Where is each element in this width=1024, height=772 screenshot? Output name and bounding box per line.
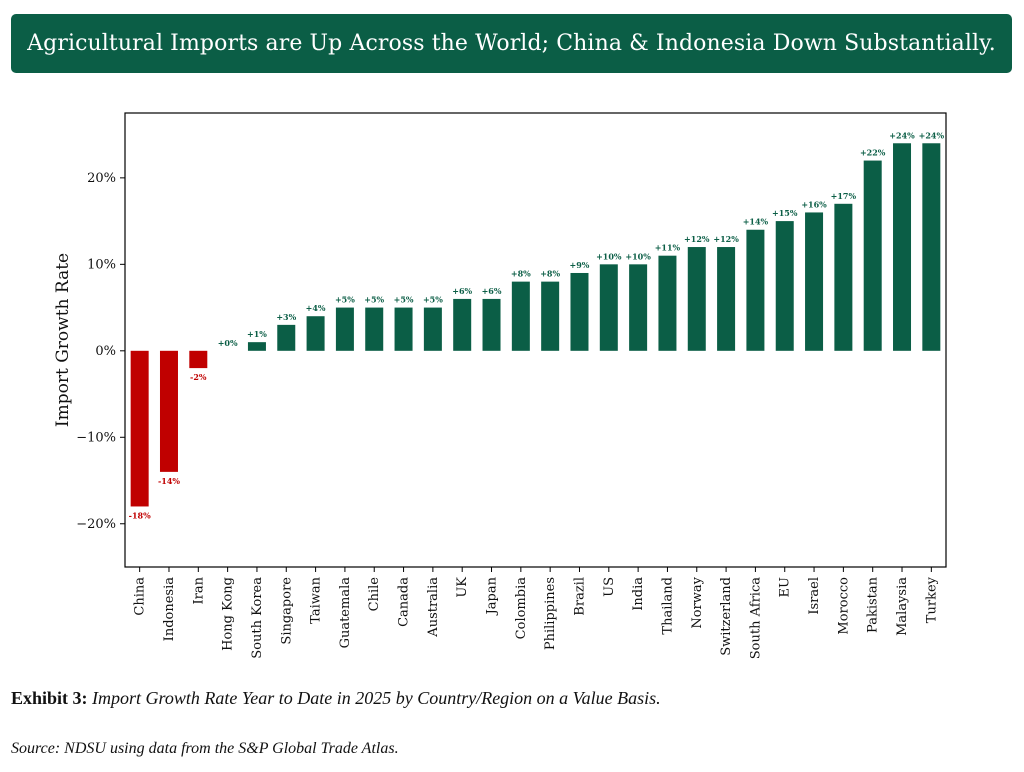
data-label: +8%	[540, 269, 560, 279]
data-label: +17%	[831, 191, 857, 201]
x-tick-label: South Africa	[748, 577, 763, 659]
data-label: -18%	[129, 510, 151, 520]
x-tick-label: Taiwan	[309, 576, 324, 623]
data-label: +15%	[772, 208, 798, 218]
x-tick-label: Morocco	[836, 577, 851, 635]
x-tick-label: Turkey	[924, 576, 939, 623]
bar-singapore	[277, 324, 296, 351]
x-tick-label: Norway	[690, 576, 705, 628]
y-axis-label: Import Growth Rate	[53, 253, 73, 427]
data-label: +5%	[423, 295, 443, 305]
x-tick-label: Indonesia	[162, 577, 177, 642]
bar-us	[599, 264, 618, 351]
data-label: +10%	[625, 251, 651, 261]
bar-switzerland	[717, 247, 736, 351]
x-tick-label: Brazil	[572, 577, 587, 616]
x-tick-label: Malaysia	[895, 577, 910, 636]
bar-south-africa	[746, 229, 765, 351]
bar-malaysia	[893, 143, 912, 351]
bar-indonesia	[159, 350, 178, 472]
x-tick-label: US	[602, 577, 617, 597]
data-label: -2%	[190, 372, 207, 382]
banner-title: Agricultural Imports are Up Across the W…	[11, 14, 1012, 73]
bar-uk	[453, 298, 472, 351]
bar-thailand	[658, 255, 677, 351]
data-label: +22%	[860, 148, 886, 158]
data-label: +0%	[218, 338, 238, 348]
bar-india	[629, 264, 648, 351]
data-label: +14%	[743, 217, 769, 227]
bar-israel	[805, 212, 824, 351]
data-label: +24%	[919, 130, 945, 140]
x-tick-label: Thailand	[660, 577, 675, 635]
bar-iran	[189, 350, 208, 369]
x-tick-label: Hong Kong	[221, 577, 236, 651]
y-tick-label: −20%	[76, 517, 116, 532]
data-label: +5%	[364, 295, 384, 305]
x-tick-label: Iran	[191, 576, 206, 604]
bar-south-korea	[247, 342, 266, 351]
bar-canada	[394, 307, 413, 351]
x-tick-label: UK	[455, 577, 470, 598]
plot-frame	[124, 112, 947, 568]
x-tick-label: Australia	[426, 577, 441, 638]
bar-chile	[365, 307, 384, 351]
x-tick-label: Philippines	[543, 577, 558, 650]
bar-japan	[482, 298, 501, 351]
x-tick-label: Canada	[397, 577, 412, 627]
exhibit-caption: Exhibit 3: Import Growth Rate Year to Da…	[11, 688, 661, 709]
data-label: +8%	[511, 269, 531, 279]
data-label: +16%	[801, 199, 827, 209]
bar-eu	[775, 221, 794, 351]
x-tick-label: Switzerland	[719, 577, 734, 656]
data-label: +12%	[684, 234, 710, 244]
x-tick-label: South Korea	[250, 577, 265, 659]
bar-china	[130, 350, 149, 507]
y-tick-label: 20%	[87, 171, 116, 186]
data-label: +3%	[276, 312, 296, 322]
data-label: -14%	[158, 476, 180, 486]
x-tick-label: Chile	[367, 577, 382, 612]
y-tick-label: 10%	[87, 257, 116, 272]
data-label: +6%	[452, 286, 472, 296]
caption-text: Import Growth Rate Year to Date in 2025 …	[92, 688, 661, 708]
data-label: +10%	[596, 251, 622, 261]
bar-norway	[687, 247, 706, 351]
x-tick-label: EU	[778, 577, 793, 597]
x-tick-label: Colombia	[514, 577, 529, 640]
x-tick-label: Guatemala	[338, 577, 353, 649]
data-label: +1%	[247, 329, 267, 339]
x-tick-label: Japan	[485, 576, 500, 616]
data-label: +4%	[306, 303, 326, 313]
x-tick-label: Israel	[807, 577, 822, 615]
data-label: +9%	[570, 260, 590, 270]
bar-taiwan	[306, 316, 325, 351]
x-tick-label: India	[631, 577, 646, 611]
data-label: +5%	[335, 295, 355, 305]
bar-morocco	[834, 203, 853, 351]
bar-guatemala	[335, 307, 354, 351]
data-label: +24%	[889, 130, 915, 140]
x-tick-label: China	[133, 577, 148, 616]
x-tick-label: Singapore	[279, 577, 294, 645]
data-label: +11%	[655, 243, 681, 253]
y-tick-label: −10%	[76, 430, 116, 445]
bar-philippines	[541, 281, 560, 351]
bar-colombia	[511, 281, 530, 351]
import-growth-chart: −20% −10% 0% 10% 20% Import Growth Rate -18% Ch…	[53, 112, 947, 659]
data-label: +6%	[482, 286, 502, 296]
source-note: Source: NDSU using data from the S&P Glo…	[11, 740, 399, 757]
bar-australia	[423, 307, 442, 351]
data-label: +12%	[713, 234, 739, 244]
y-tick-label: 0%	[95, 344, 116, 359]
bar-brazil	[570, 272, 589, 351]
bar-turkey	[922, 143, 941, 351]
caption-label: Exhibit 3:	[11, 688, 88, 708]
data-label: +5%	[394, 295, 414, 305]
x-tick-label: Pakistan	[866, 576, 881, 633]
bar-pakistan	[863, 160, 882, 351]
